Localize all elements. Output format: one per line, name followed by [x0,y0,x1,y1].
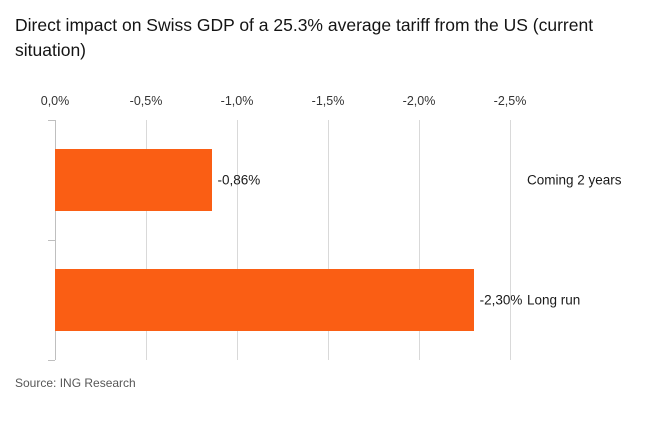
gridline [510,120,511,360]
gridline [419,120,420,360]
y-axis-tick [48,240,55,241]
gridline [328,120,329,360]
bar-long-run [55,269,474,331]
y-axis-tick [48,120,55,121]
bar-value-label: -2,30% [479,292,523,308]
y-axis-tick [48,360,55,361]
bar-coming-2-years [55,149,212,211]
y-axis-line [55,120,56,360]
chart-title: Direct impact on Swiss GDP of a 25.3% av… [15,15,594,61]
source-note: Source: ING Research [15,376,136,390]
x-tick-label: -1,5% [311,94,345,108]
x-tick-label: -1,0% [220,94,254,108]
x-tick-label: 0,0% [40,94,70,108]
gridline [237,120,238,360]
category-label: Coming 2 years [527,172,622,188]
category-label: Long run [527,292,581,308]
x-tick-label: -2,0% [402,94,436,108]
x-tick-label: -2,5% [493,94,527,108]
x-tick-label: -0,5% [129,94,163,108]
bar-value-label: -0,86% [217,172,261,188]
gridline [146,120,147,360]
